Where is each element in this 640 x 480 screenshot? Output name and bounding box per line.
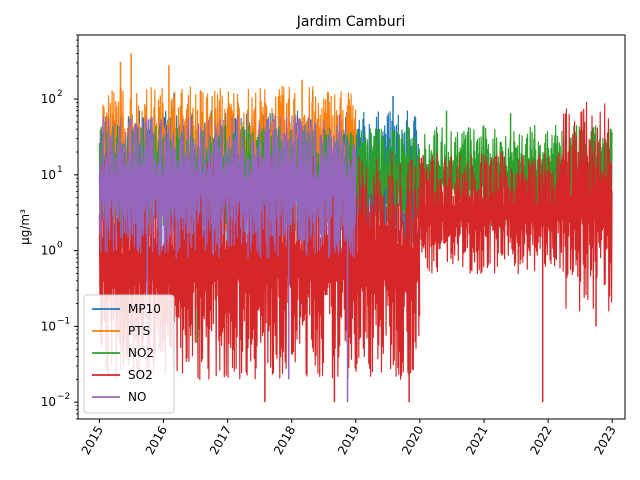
y-tick-label-0: 10 <box>41 395 56 409</box>
legend-label-mp10: MP10 <box>128 302 161 316</box>
y-tick-exponent-0: −2 <box>57 392 70 402</box>
y-tick-exponent-1: −1 <box>57 316 70 326</box>
legend-label-no2: NO2 <box>128 346 154 360</box>
plot-area <box>77 34 626 420</box>
y-tick-exponent-2: 0 <box>57 241 63 251</box>
y-tick-label-1: 10 <box>41 319 56 333</box>
legend: MP10 PTS NO2 SO2 NO <box>83 294 175 414</box>
y-tick-label-4: 10 <box>41 92 56 106</box>
legend-label-no: NO <box>128 390 146 404</box>
plot-frame <box>77 34 626 420</box>
legend-label-so2: SO2 <box>128 368 153 382</box>
series-line-no <box>98 115 357 259</box>
y-tick-label-2: 10 <box>41 244 56 258</box>
series-layer <box>98 53 613 403</box>
legend-label-pts: PTS <box>128 324 150 338</box>
y-tick-exponent-3: 1 <box>57 165 63 175</box>
y-tick-label-3: 10 <box>41 168 56 182</box>
chart-title: Jardim Camburi <box>296 14 405 30</box>
y-tick-exponent-4: 2 <box>57 89 63 99</box>
y-axis-label: µg/m³ <box>18 209 32 245</box>
series-line-pts <box>98 85 357 238</box>
legend-box <box>83 294 175 414</box>
